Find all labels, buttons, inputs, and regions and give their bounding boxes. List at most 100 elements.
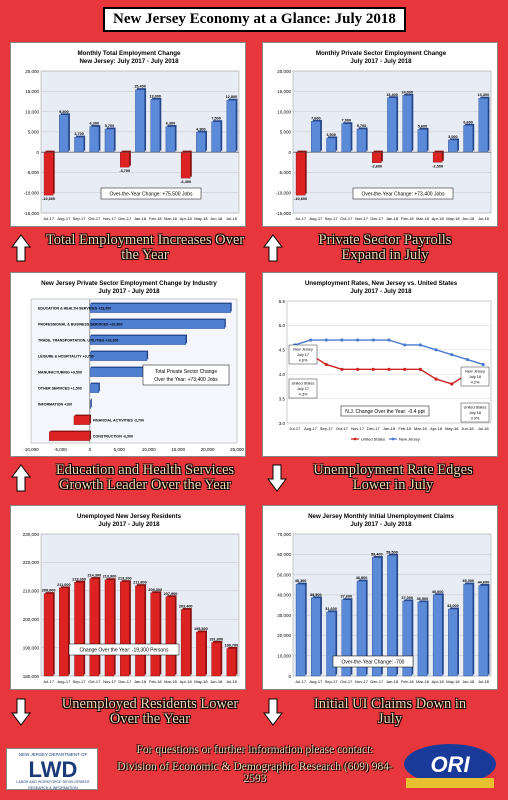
data-label: -2,600 [371, 165, 382, 169]
callout-text: United States [292, 382, 315, 386]
y-tick-label: 10,000 [277, 654, 291, 659]
data-label: 211,000 [57, 583, 71, 587]
bar [387, 555, 397, 677]
page-title: New Jersey Economy at a Glance: July 201… [103, 7, 406, 32]
x-tick-label: Jun-18 [461, 426, 474, 431]
x-tick-label: Feb-18 [149, 216, 162, 221]
x-tick-label: Aug-17 [309, 679, 323, 684]
x-tick-label: Nov-17 [351, 426, 365, 431]
bar [463, 125, 473, 153]
bar [180, 151, 191, 179]
bar [59, 114, 69, 153]
bar [196, 132, 206, 153]
x-tick-label: Oct-17 [340, 216, 353, 221]
x-tick-label: Jul-18 [226, 679, 238, 684]
y-tick-label: 5,000 [28, 130, 40, 135]
y-tick-label: 190,000 [23, 645, 40, 650]
bar [43, 593, 54, 677]
x-tick-label: Aug-17 [57, 216, 71, 221]
data-label: 195,500 [194, 627, 208, 631]
x-tick-label: May-18 [445, 426, 459, 431]
data-label: 213,900 [103, 575, 117, 579]
x-tick-label: Apr-18 [432, 679, 445, 684]
y-tick-label: 210,000 [23, 589, 40, 594]
x-tick-label: Jul-17 [295, 216, 307, 221]
y-tick-label: -5,000 [26, 170, 39, 175]
x-tick-label: 10,000 [142, 447, 156, 452]
annotation-text: Total Private Sector Change [155, 369, 217, 375]
data-label: 3,500 [326, 133, 336, 137]
ui-claims-chart: New Jersey Monthly Initial Unemployment … [262, 505, 498, 690]
bar [89, 383, 99, 393]
callout-box [288, 344, 318, 365]
data-label: 14,000 [401, 90, 413, 94]
y-tick-label: 15,000 [25, 89, 39, 94]
data-label: 209,000 [42, 589, 56, 593]
ori-logo: ORI [400, 742, 500, 790]
x-tick-label: -10,000 [23, 447, 39, 452]
bar [326, 611, 336, 677]
bar [341, 123, 352, 153]
x-tick-label: Mar-18 [416, 216, 429, 221]
callout-text: July 17 [297, 353, 309, 357]
callout-text: United States [464, 406, 487, 410]
bar [119, 581, 130, 677]
data-point [387, 367, 391, 371]
data-point [450, 353, 454, 357]
x-tick-label: Jan-18 [134, 216, 147, 221]
data-label: 211,800 [133, 581, 147, 585]
data-label: 38,500 [310, 593, 322, 597]
data-label: 58,400 [371, 553, 383, 557]
data-point [403, 343, 407, 347]
chart-subtitle: July 2017 - July 2018 [350, 288, 412, 295]
callout-text: July 17 [297, 387, 309, 391]
bar [295, 583, 306, 677]
bar [417, 129, 428, 153]
bar [295, 151, 306, 196]
bar [89, 578, 100, 677]
bar [326, 137, 336, 153]
data-label: -2,500 [432, 164, 443, 168]
data-label: 9,200 [59, 110, 69, 114]
y-tick-label: 0 [288, 674, 291, 679]
data-point [340, 338, 344, 342]
y-tick-label: 40,000 [277, 593, 291, 598]
bar [448, 139, 458, 153]
bar [165, 126, 176, 153]
category-label: FINANCIAL ACTIVITIES -2,700 [93, 419, 144, 423]
data-label: 12,800 [226, 95, 238, 99]
bar [135, 89, 145, 153]
x-tick-label: Sep-17 [325, 216, 339, 221]
x-tick-label: Jun-18 [210, 679, 223, 684]
data-point [450, 382, 454, 386]
x-tick-label: May-18 [194, 216, 208, 221]
chart-title: Unemployed New Jersey Residents [77, 513, 182, 520]
x-tick-label: Aug-17 [309, 216, 323, 221]
bar [211, 121, 221, 153]
x-tick-label: Apr-18 [430, 426, 443, 431]
bar [104, 579, 115, 677]
category-label: INFORMATION +100 [38, 403, 72, 407]
data-point [481, 362, 485, 367]
data-label: -10,600 [294, 197, 307, 201]
callout-text: July 18 [469, 411, 481, 415]
x-tick-label: Oct-17 [88, 679, 101, 684]
contact-line-2: Division of Economic & Demographic Resea… [117, 761, 393, 785]
legend-label: New Jersey [399, 437, 420, 442]
data-label: 191,800 [209, 637, 223, 641]
y-tick-label: 200,000 [23, 617, 40, 622]
annotation-box [340, 405, 430, 417]
x-tick-label: Jul-18 [478, 426, 490, 431]
x-tick-label: Aug-17 [57, 679, 71, 684]
bar [371, 557, 382, 677]
data-label: 203,400 [179, 605, 193, 609]
contact-line-1: For questions or further information ple… [136, 744, 374, 756]
x-tick-label: 0 [89, 447, 92, 452]
chart-title: Monthly Private Sector Employment Change [316, 50, 447, 57]
callout-text: 4.2% [471, 381, 480, 385]
y-tick-label: -15,000 [24, 211, 40, 216]
industry-chart: New Jersey Private Sector Employment Cha… [10, 272, 246, 457]
data-point [324, 362, 328, 367]
data-label: 6,300 [90, 122, 100, 126]
y-tick-label: 50,000 [277, 572, 291, 577]
